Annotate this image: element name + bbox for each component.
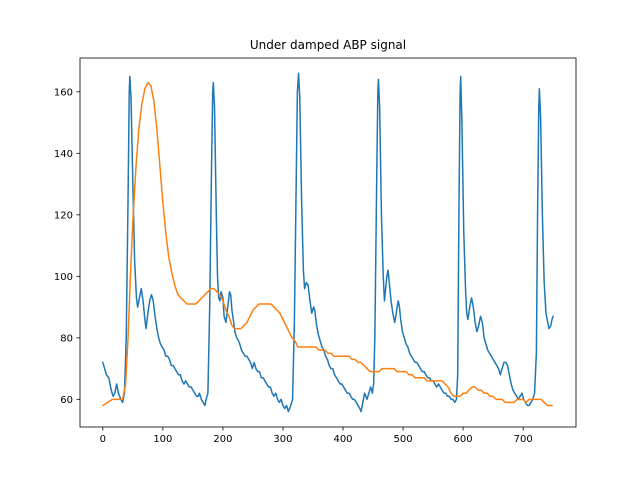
- x-tick-label: 700: [514, 434, 533, 445]
- axes-frame: [79, 57, 577, 428]
- chart-title: Under damped ABP signal: [250, 38, 406, 52]
- y-tick-label: 80: [60, 333, 73, 344]
- y-tick-label: 60: [60, 395, 73, 406]
- plot-area: 0 100 200 300 400 500 600 700 60 80 100 120 140 160: [54, 57, 577, 445]
- x-tick-label: 100: [153, 434, 172, 445]
- y-tick-label: 120: [54, 210, 73, 221]
- x-tick-label: 300: [273, 434, 292, 445]
- x-tick-label: 0: [100, 434, 106, 445]
- x-tick-label: 500: [394, 434, 413, 445]
- series-line-1: [101, 72, 555, 413]
- y-tick-label: 100: [54, 272, 73, 283]
- y-tick-label: 140: [54, 149, 73, 160]
- x-tick-label: 200: [213, 434, 232, 445]
- y-tick-label: 160: [54, 87, 73, 98]
- x-tick-label: 600: [454, 434, 473, 445]
- x-tick-label: 400: [333, 434, 352, 445]
- series-line-2: [101, 81, 553, 407]
